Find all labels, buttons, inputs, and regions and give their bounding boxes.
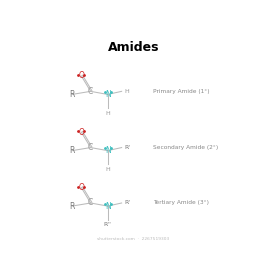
Text: O: O <box>78 128 84 137</box>
Text: O: O <box>78 71 84 80</box>
Text: Secondary Amide (2°): Secondary Amide (2°) <box>153 145 218 150</box>
Text: R: R <box>69 90 75 99</box>
Text: C: C <box>88 199 93 207</box>
Text: shutterstock.com  ·  2267519303: shutterstock.com · 2267519303 <box>97 237 169 241</box>
Text: N: N <box>105 146 110 155</box>
Text: R: R <box>69 202 75 211</box>
Text: R'': R'' <box>104 222 112 227</box>
Text: N: N <box>105 90 110 99</box>
Text: Primary Amide (1°): Primary Amide (1°) <box>153 89 209 94</box>
Text: N: N <box>105 202 110 211</box>
Text: O: O <box>78 183 84 192</box>
Text: H: H <box>125 89 129 94</box>
Text: C: C <box>88 87 93 96</box>
Text: Amides: Amides <box>107 41 159 54</box>
Text: H: H <box>105 111 110 116</box>
Text: R: R <box>69 146 75 155</box>
Text: R': R' <box>124 145 130 150</box>
Text: H: H <box>105 167 110 172</box>
Text: Tertiary Amide (3°): Tertiary Amide (3°) <box>153 200 209 206</box>
Text: C: C <box>88 143 93 152</box>
Text: R': R' <box>124 200 130 206</box>
